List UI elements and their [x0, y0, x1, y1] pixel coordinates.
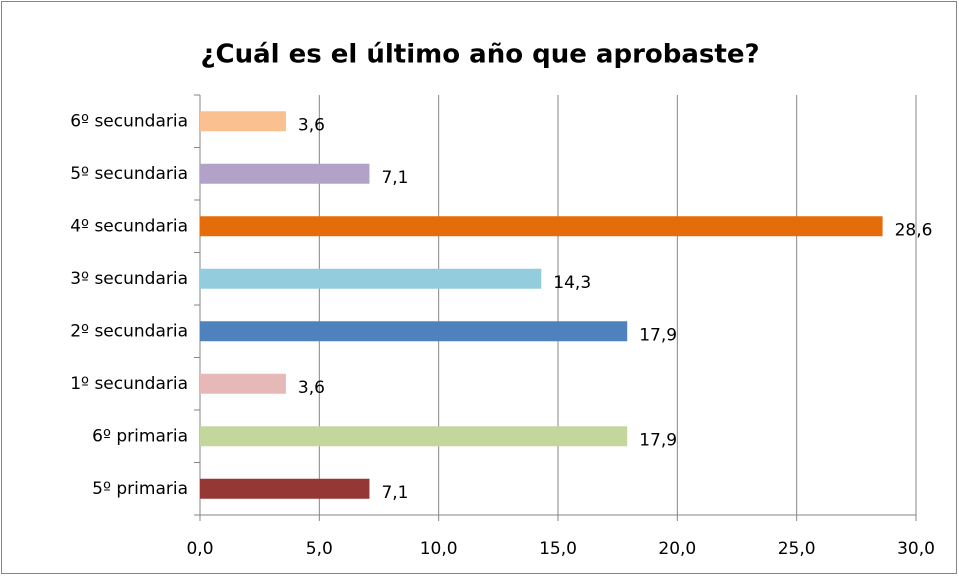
value-label: 28,6 [895, 220, 933, 240]
x-tick-label: 10,0 [420, 539, 458, 559]
y-tick-label: 6º primaria [92, 426, 188, 446]
x-tick-label: 25,0 [778, 539, 816, 559]
value-label: 7,1 [381, 168, 408, 188]
bar [200, 321, 628, 342]
bar [200, 163, 370, 184]
y-tick-label: 6º secundaria [70, 111, 188, 131]
value-label: 7,1 [381, 483, 408, 503]
y-tick-label: 4º secundaria [70, 216, 188, 236]
bar [200, 478, 370, 499]
bar [200, 268, 542, 289]
y-tick-label: 5º primaria [92, 479, 188, 499]
bar [200, 373, 286, 394]
bar [200, 216, 883, 237]
x-tick-label: 15,0 [539, 539, 577, 559]
y-tick-label: 2º secundaria [70, 321, 188, 341]
bar [200, 426, 628, 447]
bar [200, 111, 286, 132]
x-tick-label: 5,0 [306, 539, 333, 559]
value-label: 3,6 [298, 115, 325, 135]
value-label: 3,6 [298, 378, 325, 398]
y-tick-label: 1º secundaria [70, 374, 188, 394]
x-tick-label: 20,0 [658, 539, 696, 559]
chart-title: ¿Cuál es el último año que aprobaste? [200, 40, 759, 70]
y-tick-label: 3º secundaria [70, 269, 188, 289]
value-label: 17,9 [639, 325, 677, 345]
x-tick-label: 30,0 [897, 539, 935, 559]
x-tick-label: 0,0 [186, 539, 213, 559]
y-tick-label: 5º secundaria [70, 164, 188, 184]
value-label: 17,9 [639, 430, 677, 450]
value-label: 14,3 [553, 273, 591, 293]
